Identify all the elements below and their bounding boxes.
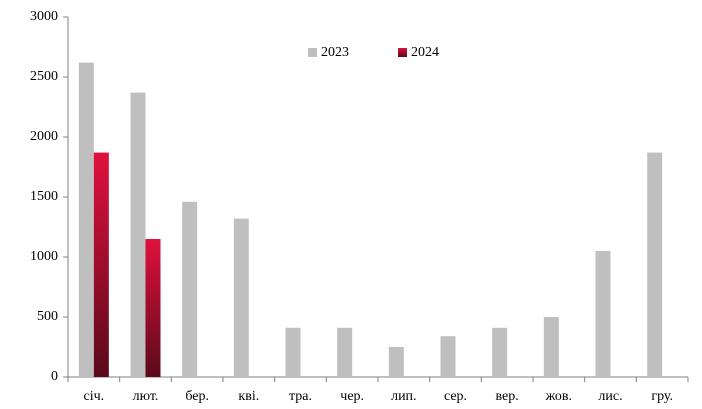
- bar: [492, 327, 508, 377]
- bar: [595, 251, 611, 377]
- bar: [337, 327, 353, 377]
- bar: [233, 218, 249, 377]
- bar: [285, 327, 301, 377]
- bar: [93, 152, 109, 377]
- legend-label: 2024: [411, 45, 439, 60]
- x-tick-label: чер.: [340, 389, 364, 404]
- x-tick-label: жов.: [545, 389, 572, 404]
- y-tick-label: 2000: [30, 129, 58, 144]
- bar: [145, 239, 161, 377]
- legend-swatch: [308, 48, 317, 57]
- y-tick-label: 1500: [30, 189, 58, 204]
- legend-swatch: [398, 48, 407, 57]
- x-tick-label: кві.: [238, 389, 259, 404]
- bar: [78, 62, 94, 377]
- x-tick-label: лис.: [598, 389, 622, 404]
- y-tick-label: 500: [37, 309, 58, 324]
- x-tick-label: січ.: [84, 389, 105, 404]
- y-tick-label: 1000: [30, 249, 58, 264]
- y-tick-label: 3000: [30, 9, 58, 24]
- bar: [543, 317, 559, 377]
- legend-label: 2023: [321, 45, 349, 60]
- x-tick-label: бер.: [185, 389, 209, 404]
- x-tick-label: вер.: [496, 389, 519, 404]
- bar: [388, 347, 404, 377]
- bar: [647, 152, 663, 377]
- bar: [440, 336, 456, 377]
- bar: [182, 201, 198, 377]
- y-tick-label: 2500: [30, 69, 58, 84]
- y-tick-label: 0: [51, 369, 58, 384]
- x-tick-label: лип.: [391, 389, 416, 404]
- x-tick-label: тра.: [289, 389, 312, 404]
- x-tick-label: лют.: [133, 389, 159, 404]
- x-tick-label: гру.: [651, 389, 673, 404]
- bar: [130, 92, 146, 377]
- x-tick-label: сер.: [444, 389, 467, 404]
